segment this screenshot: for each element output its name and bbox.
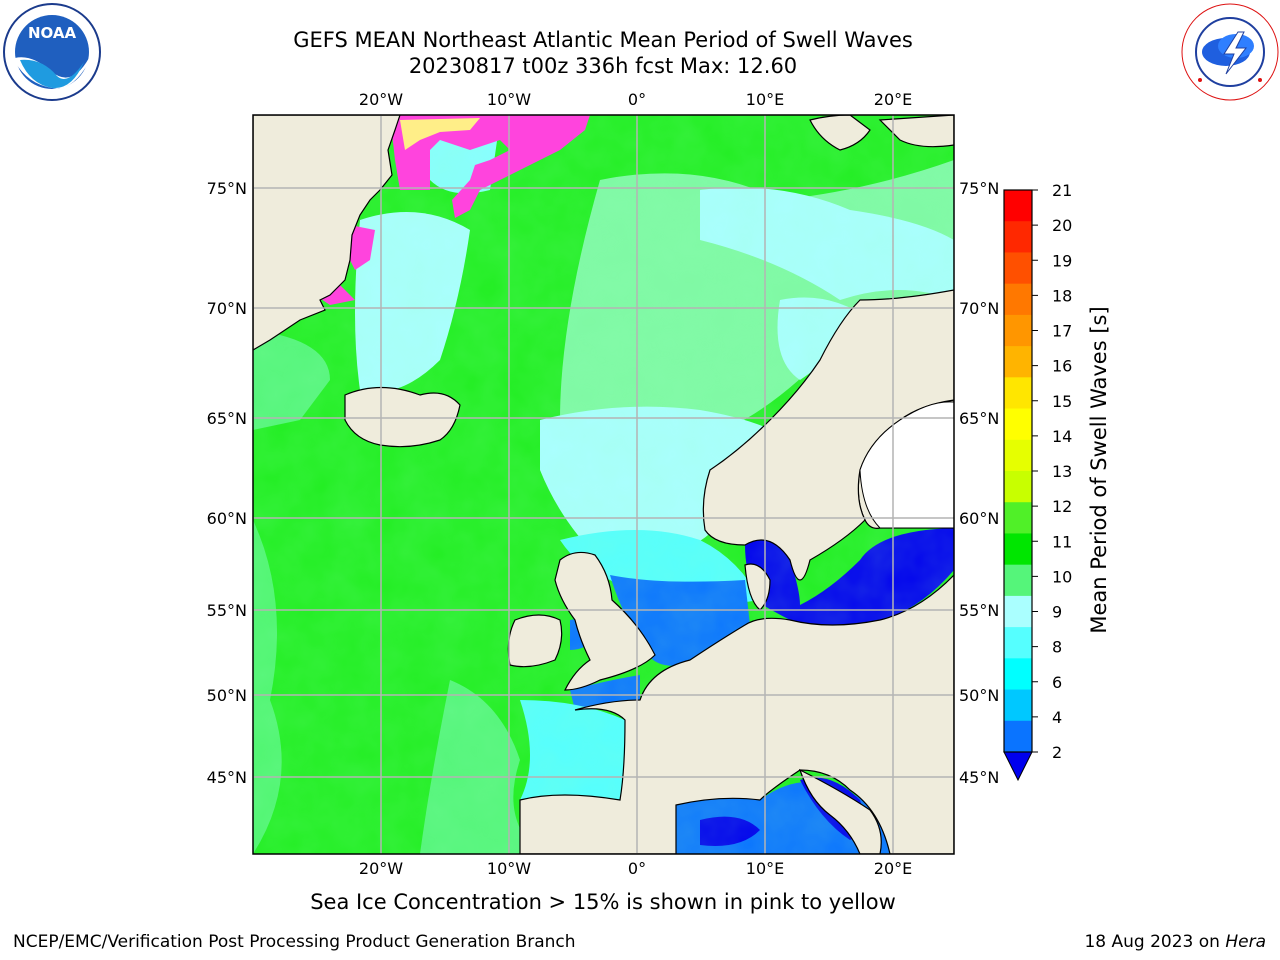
sea-ice-pink	[390, 115, 590, 218]
footer-host: Hera	[1225, 932, 1266, 952]
left-lat-label: 60°N	[207, 509, 247, 528]
right-lat-label: 50°N	[959, 686, 999, 705]
colorbar-extend-triangle	[1003, 751, 1033, 782]
colorbar-segment	[1004, 471, 1032, 503]
noaa-logo-text: NOAA	[28, 24, 77, 42]
land-ireland	[507, 614, 563, 668]
colorbar-tick-label: 15	[1052, 392, 1072, 411]
land-greenland	[253, 115, 401, 351]
right-lat-label: 70°N	[959, 299, 999, 318]
colorbar-segment	[1004, 439, 1032, 472]
bottom-lon-label: 20°W	[359, 859, 403, 878]
colorbar-segment	[1004, 408, 1032, 441]
colorbar-tick-label: 20	[1052, 216, 1072, 235]
colorbar-tick-label: 4	[1052, 708, 1062, 727]
right-lat-label: 65°N	[959, 409, 999, 428]
sea-ice-yellow	[400, 118, 480, 150]
land-svalbard	[809, 115, 871, 151]
left-lat-label: 65°N	[207, 409, 247, 428]
colorbar-tick-label: 19	[1052, 251, 1072, 270]
right-lat-labels: 75°N 70°N 65°N 60°N 55°N 50°N 45°N	[959, 179, 999, 787]
colorbar-tick-label: 9	[1052, 603, 1062, 622]
colorbar-tick-label: 14	[1052, 427, 1072, 446]
colorbar-segment	[1004, 627, 1032, 659]
right-lat-label: 60°N	[959, 509, 999, 528]
map-frame	[252, 114, 955, 855]
colorbar-tick-label: 6	[1052, 673, 1062, 692]
top-lon-label: 10°E	[746, 90, 784, 109]
top-lon-label: 20°W	[359, 90, 403, 109]
colorbar-segment	[1004, 252, 1032, 285]
colorbar-segment	[1004, 564, 1032, 597]
footer-credit: NCEP/EMC/Verification Post Processing Pr…	[13, 932, 576, 952]
land-iceland	[344, 386, 461, 448]
colorbar-tick-label: 18	[1052, 286, 1072, 305]
bottom-lon-labels: 20°W 10°W 0° 10°E 20°E	[359, 859, 912, 878]
right-lat-label: 55°N	[959, 601, 999, 620]
colorbar-segment	[1004, 595, 1032, 628]
bottom-lon-label: 10°E	[746, 859, 784, 878]
map-field	[253, 115, 954, 854]
colorbar-segment	[1004, 221, 1032, 253]
colorbar-segment	[1004, 689, 1032, 722]
gulf-of-bothnia	[859, 401, 954, 529]
colorbar-tick-label: 12	[1052, 497, 1072, 516]
top-lon-label: 0°	[628, 90, 646, 109]
bottom-lon-label: 10°W	[487, 859, 531, 878]
right-lat-label: 45°N	[959, 768, 999, 787]
land-italy	[798, 768, 882, 854]
bottom-lon-label: 20°E	[874, 859, 912, 878]
right-lat-label: 75°N	[959, 179, 999, 198]
colorbar-tick-label: 2	[1052, 743, 1062, 762]
left-lat-label: 45°N	[207, 768, 247, 787]
land-great-britain	[554, 551, 656, 691]
colorbar-segment	[1004, 190, 1032, 222]
colorbar-segment	[1004, 314, 1032, 347]
top-lon-labels: 20°W 10°W 0° 10°E 20°E	[359, 90, 912, 109]
colorbar-tick-label: 8	[1052, 638, 1062, 657]
colorbar-segment	[1004, 720, 1032, 753]
colorbar-tick-label: 11	[1052, 532, 1072, 551]
left-lat-label: 70°N	[207, 299, 247, 318]
colorbar: 21 20 19 18 17 16 15 14 13 12 11 10 9 8 6 4 2	[1003, 181, 1072, 782]
nws-logo-icon	[1181, 3, 1279, 101]
land-continental-europe	[519, 574, 954, 854]
colorbar-segment	[1004, 533, 1032, 566]
map-title: GEFS MEAN Northeast Atlantic Mean Period…	[293, 28, 913, 52]
top-lon-label: 20°E	[874, 90, 912, 109]
colorbar-segment	[1004, 658, 1032, 691]
land-denmark	[744, 563, 771, 611]
colorbar-tick-label: 21	[1052, 181, 1072, 200]
sea-ice-note: Sea Ice Concentration > 15% is shown in …	[310, 890, 896, 914]
left-lat-labels: 75°N 70°N 65°N 60°N 55°N 50°N 45°N	[207, 179, 247, 787]
noaa-logo-icon: NOAA	[3, 3, 101, 101]
colorbar-tick-label: 16	[1052, 357, 1072, 376]
top-lon-label: 10°W	[487, 90, 531, 109]
left-lat-label: 50°N	[207, 686, 247, 705]
footer-date-text: 18 Aug 2023 on	[1084, 932, 1226, 952]
left-lat-label: 55°N	[207, 601, 247, 620]
colorbar-segment	[1004, 283, 1032, 316]
colorbar-tick-label: 13	[1052, 462, 1072, 481]
colorbar-segment	[1004, 502, 1032, 534]
graticule	[253, 115, 954, 854]
left-lat-label: 75°N	[207, 179, 247, 198]
colorbar-segment	[1004, 346, 1032, 378]
map-subtitle: 20230817 t00z 336h fcst Max: 12.60	[408, 54, 798, 78]
colorbar-tick-label: 17	[1052, 322, 1072, 341]
bottom-lon-label: 0°	[628, 859, 646, 878]
colorbar-label: Mean Period of Swell Waves [s]	[1087, 306, 1111, 633]
footer-date: 18 Aug 2023 on Hera	[1084, 932, 1266, 952]
colorbar-tick-label: 10	[1052, 567, 1072, 586]
colorbar-segment	[1004, 377, 1032, 410]
